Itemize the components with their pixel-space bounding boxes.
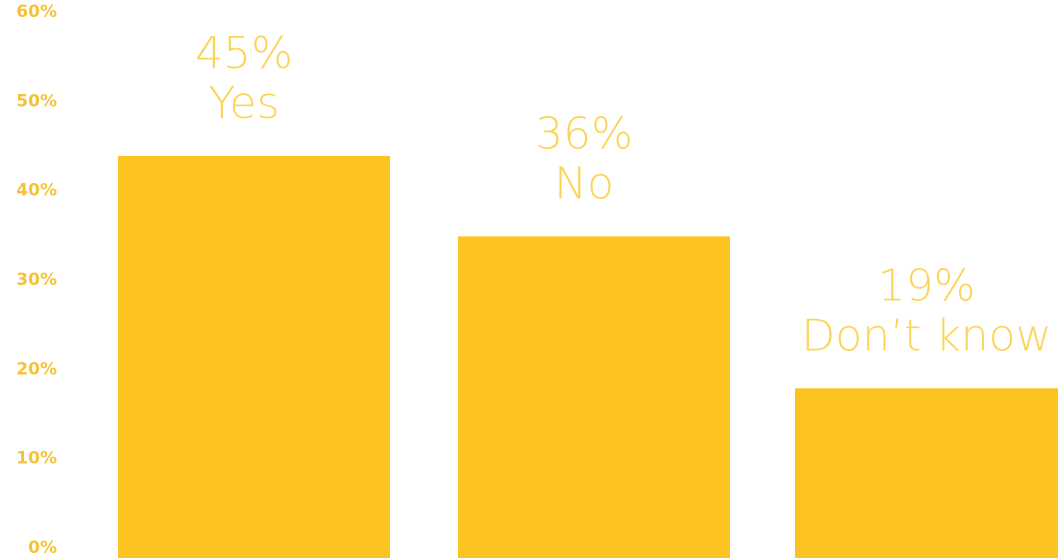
y-axis: 0% 10% 20% 30% 40% 50% 60% (16, 2, 57, 558)
value-label: 36% (535, 108, 633, 159)
y-tick-label: 20% (16, 359, 57, 379)
y-tick-label: 40% (16, 181, 57, 201)
value-label: 19% (878, 260, 976, 311)
y-tick-label: 10% (16, 449, 57, 469)
category-label: No (554, 158, 614, 209)
value-label: 45% (195, 28, 293, 79)
y-tick-label: 30% (16, 270, 57, 290)
category-label: Don’t know (801, 310, 1051, 361)
category-label: Yes (208, 78, 279, 129)
bar-labels: 45%Yes 36%No 19%Don’t know (195, 28, 1051, 361)
bars (118, 156, 1058, 558)
y-tick-label: 0% (28, 538, 57, 558)
bar-yes (118, 156, 390, 558)
bar-don-t-know (795, 388, 1058, 558)
y-tick-label: 50% (16, 91, 57, 111)
bar-no (458, 236, 730, 558)
y-tick-label: 60% (16, 2, 57, 22)
